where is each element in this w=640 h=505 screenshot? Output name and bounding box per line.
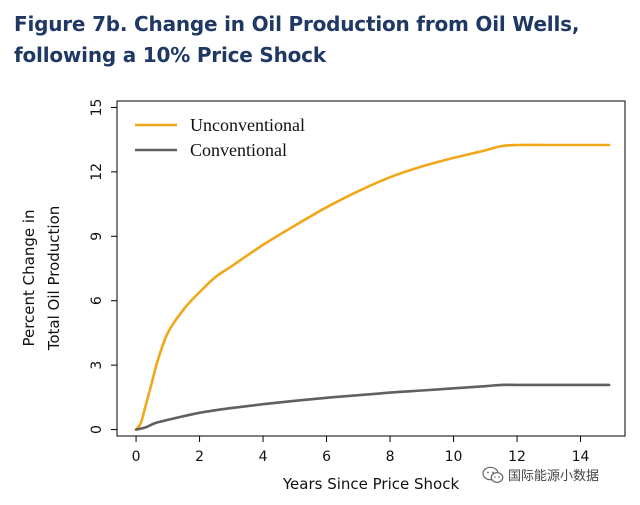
wechat-icon (482, 466, 504, 483)
y-axis-title: Percent Change in Total Oil Production (20, 206, 63, 352)
series-line-unconventional (134, 143, 611, 431)
legend-label-conventional: Conventional (190, 140, 287, 160)
series-line-conventional (134, 383, 611, 431)
y-axis-title-line-1: Percent Change in (20, 209, 38, 346)
y-tick-label: 12 (89, 163, 105, 181)
x-tick-label: 8 (386, 449, 395, 465)
x-tick-label: 0 (132, 449, 141, 465)
watermark-text: 国际能源小数据 (508, 469, 600, 484)
figure-title: Figure 7b. Change in Oil Production from… (14, 9, 634, 71)
y-tick-label: 6 (89, 296, 105, 305)
x-tick-label: 14 (572, 449, 590, 465)
figure-title-line-1: Figure 7b. Change in Oil Production from… (14, 12, 580, 36)
axis-ticks: 0 2 4 6 8 10 12 14 0 3 6 9 12 15 (89, 99, 590, 465)
watermark: 国际能源小数据 (482, 465, 599, 484)
x-axis-title: Years Since Price Shock (282, 475, 460, 493)
legend: Unconventional Conventional (135, 115, 305, 160)
x-tick-label: 6 (322, 449, 331, 465)
plot-frame (116, 100, 626, 437)
x-tick-label: 4 (259, 449, 268, 465)
y-tick-label: 0 (89, 425, 105, 434)
figure-title-line-2: following a 10% Price Shock (14, 43, 326, 67)
y-axis-title-line-2: Total Oil Production (45, 206, 63, 352)
legend-label-unconventional: Unconventional (190, 115, 305, 135)
x-tick-label: 2 (195, 449, 204, 465)
x-tick-label: 12 (508, 449, 526, 465)
y-tick-label: 3 (89, 361, 105, 370)
x-tick-label: 10 (445, 449, 463, 465)
series-layer (134, 143, 611, 431)
y-tick-label: 9 (89, 232, 105, 241)
y-tick-label: 15 (89, 99, 105, 117)
